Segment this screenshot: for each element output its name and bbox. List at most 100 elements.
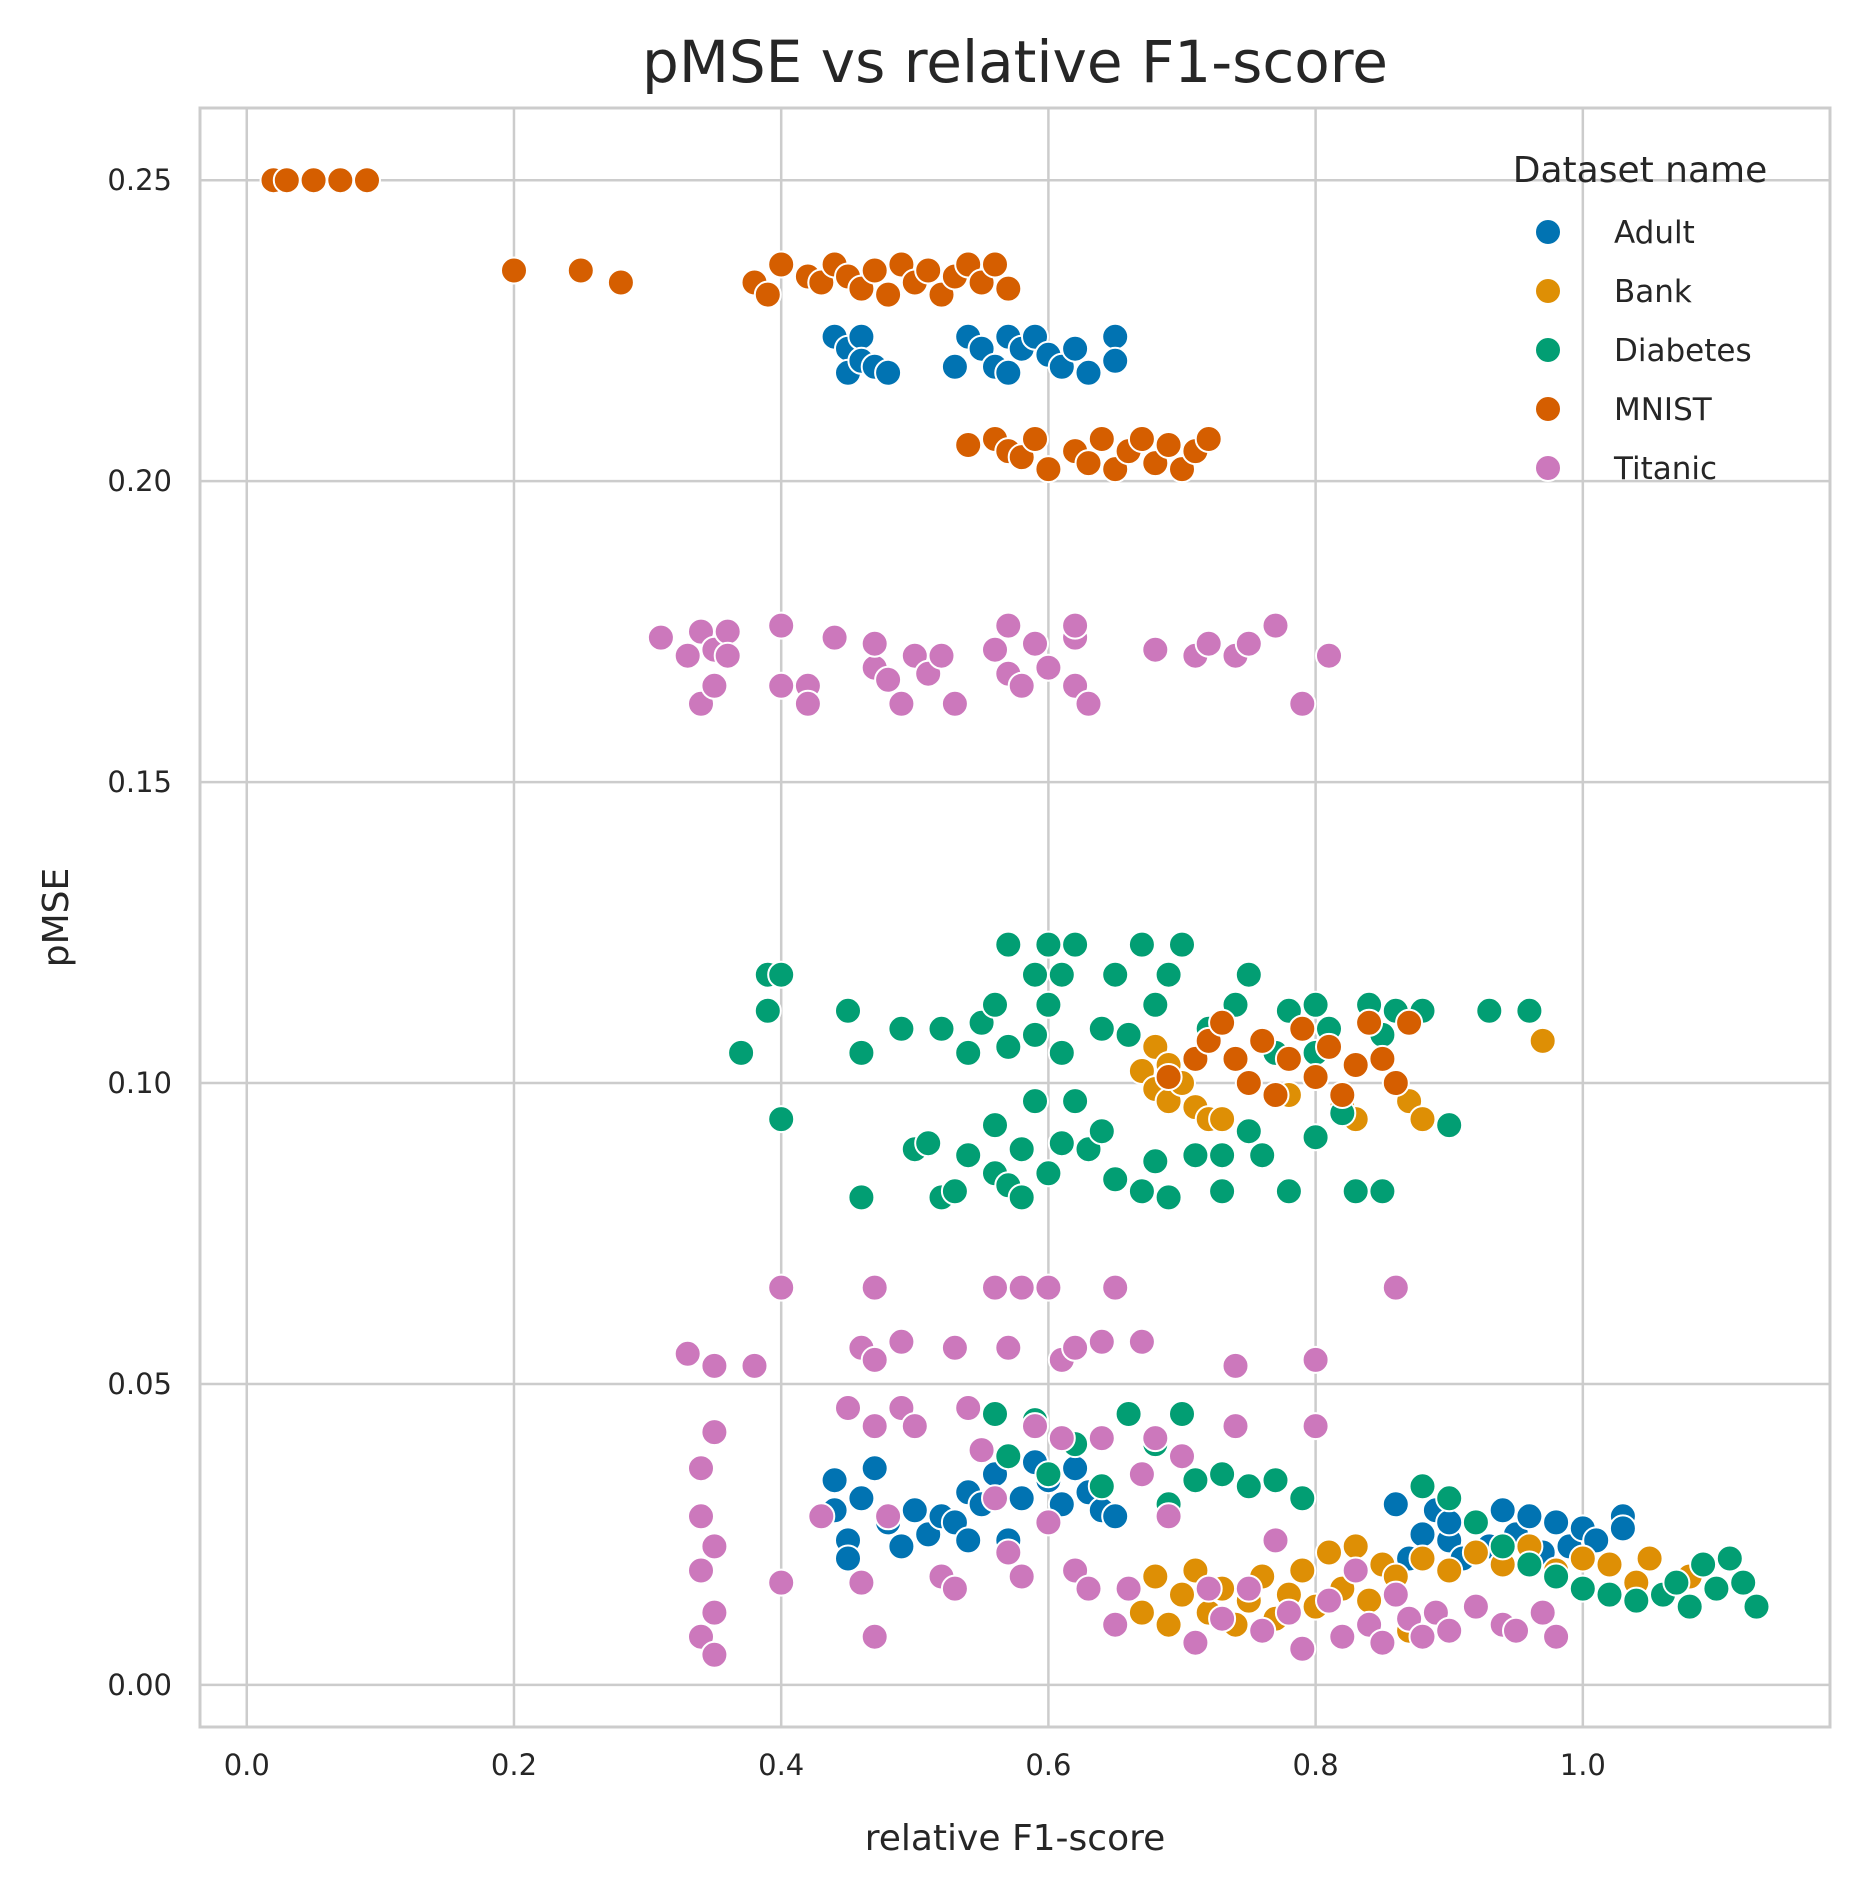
data-point bbox=[1061, 1333, 1090, 1362]
data-point bbox=[981, 1484, 1009, 1513]
data-point bbox=[767, 1105, 796, 1134]
data-point bbox=[1662, 1568, 1691, 1597]
data-point bbox=[940, 352, 969, 381]
data-point bbox=[954, 1038, 983, 1067]
data-point bbox=[1261, 1466, 1290, 1495]
data-point bbox=[847, 322, 876, 351]
data-point bbox=[1007, 1135, 1036, 1164]
data-point bbox=[767, 1273, 796, 1302]
data-point bbox=[1074, 358, 1103, 387]
data-point bbox=[1034, 1273, 1063, 1302]
data-point bbox=[1234, 1472, 1263, 1501]
data-points bbox=[259, 166, 1771, 1669]
data-point bbox=[1301, 990, 1330, 1019]
data-point bbox=[1381, 1273, 1410, 1302]
data-point bbox=[1061, 1087, 1090, 1116]
data-point bbox=[967, 1436, 996, 1465]
data-point bbox=[1368, 1044, 1397, 1073]
data-point bbox=[860, 1622, 889, 1651]
data-point bbox=[994, 1032, 1023, 1061]
data-point bbox=[940, 1574, 969, 1603]
tick-labels: 0.0 0.2 0.4 0.6 0.8 1.0 0.00 0.05 0.10 0.15 0.20 0.… bbox=[107, 163, 1605, 1782]
legend-label: MNIST bbox=[1614, 392, 1713, 428]
data-point bbox=[1461, 1592, 1490, 1621]
x-tick-label: 1.0 bbox=[1560, 1748, 1606, 1782]
data-point bbox=[1061, 930, 1090, 959]
data-point bbox=[1274, 1598, 1303, 1627]
data-point bbox=[727, 1038, 756, 1067]
data-point bbox=[1261, 1081, 1290, 1109]
data-point bbox=[1248, 1026, 1277, 1055]
data-point bbox=[820, 623, 849, 652]
data-point bbox=[1154, 1063, 1183, 1091]
data-point bbox=[1408, 1622, 1437, 1651]
data-point bbox=[1288, 1556, 1317, 1585]
data-point bbox=[1595, 1580, 1624, 1609]
data-point bbox=[1101, 1273, 1130, 1302]
data-point bbox=[1114, 1400, 1143, 1428]
y-tick-label: 0.25 bbox=[107, 163, 172, 197]
data-point bbox=[1568, 1574, 1597, 1603]
data-point bbox=[1355, 1008, 1384, 1037]
data-point bbox=[1315, 1032, 1343, 1061]
data-point bbox=[1715, 1544, 1744, 1573]
data-point bbox=[834, 996, 862, 1025]
data-point bbox=[1608, 1514, 1637, 1543]
data-point bbox=[981, 1400, 1009, 1428]
data-point bbox=[847, 1183, 876, 1212]
data-point bbox=[1488, 1532, 1517, 1561]
data-point bbox=[1355, 1586, 1384, 1615]
data-point bbox=[1087, 425, 1116, 453]
data-point bbox=[1127, 425, 1156, 453]
data-point bbox=[1101, 960, 1130, 989]
data-point bbox=[1047, 1038, 1076, 1067]
data-point bbox=[1435, 1556, 1464, 1585]
data-point bbox=[1154, 431, 1183, 459]
data-point bbox=[1168, 1580, 1196, 1609]
data-point bbox=[767, 671, 796, 700]
data-point bbox=[887, 1532, 916, 1561]
data-point bbox=[1007, 1273, 1036, 1302]
data-point bbox=[1141, 1147, 1170, 1176]
data-point bbox=[1635, 1544, 1664, 1573]
data-point bbox=[1127, 1460, 1156, 1489]
data-point bbox=[1101, 322, 1130, 351]
data-point bbox=[1127, 1598, 1156, 1627]
data-point bbox=[1087, 1327, 1116, 1356]
x-tick-label: 0.0 bbox=[224, 1748, 270, 1782]
data-point bbox=[1141, 635, 1170, 664]
chart-title: pMSE vs relative F1-score bbox=[642, 28, 1388, 96]
y-tick-label: 0.00 bbox=[107, 1668, 172, 1702]
data-point bbox=[767, 960, 796, 989]
data-point bbox=[1301, 1412, 1330, 1441]
data-point bbox=[1729, 1568, 1758, 1597]
y-axis-label: pMSE bbox=[36, 868, 77, 968]
data-point bbox=[713, 617, 742, 646]
data-point bbox=[1288, 1484, 1317, 1513]
data-point bbox=[606, 268, 635, 297]
data-point bbox=[1087, 1117, 1116, 1146]
data-point bbox=[673, 641, 702, 670]
data-point bbox=[700, 1598, 729, 1627]
data-point bbox=[700, 671, 729, 700]
data-point bbox=[981, 990, 1009, 1019]
data-point bbox=[1542, 1562, 1571, 1591]
data-point bbox=[646, 623, 675, 652]
data-point bbox=[874, 1502, 903, 1531]
data-point bbox=[1248, 1616, 1277, 1645]
data-point bbox=[700, 1418, 729, 1447]
x-tick-label: 0.8 bbox=[1293, 1748, 1339, 1782]
data-point bbox=[1154, 960, 1183, 989]
data-point bbox=[834, 1544, 862, 1573]
data-point bbox=[887, 1014, 916, 1043]
data-point bbox=[566, 256, 595, 285]
data-point bbox=[1208, 1460, 1237, 1489]
x-tick-label: 0.6 bbox=[1025, 1748, 1071, 1782]
data-point bbox=[1261, 611, 1290, 640]
data-point bbox=[940, 1333, 969, 1362]
data-point bbox=[700, 1351, 729, 1380]
data-point bbox=[1221, 1044, 1250, 1073]
x-tick-label: 0.2 bbox=[491, 1748, 537, 1782]
data-point bbox=[1515, 1502, 1544, 1531]
data-point bbox=[767, 611, 796, 640]
